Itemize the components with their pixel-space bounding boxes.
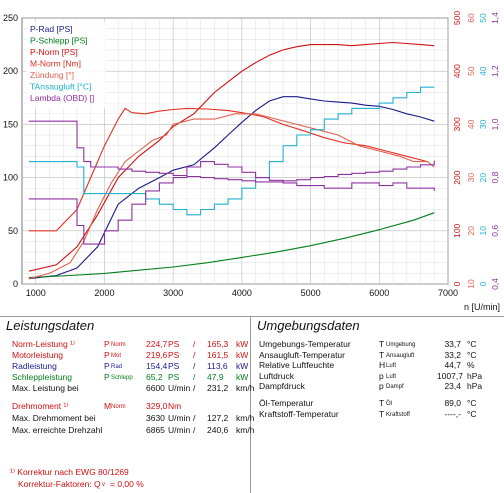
- series-line: [28, 107, 428, 232]
- y-tick-label-power: 200: [3, 66, 18, 76]
- y-tick-label-ignition: 50: [466, 66, 476, 76]
- y-tick-label-power: 0: [13, 279, 18, 289]
- legend: P-Rad [PS] P-Schlepp [PS]P-Norm [PS] M-Nor…: [30, 24, 94, 103]
- series-line: [28, 212, 435, 279]
- y-tick-label-ignition: 60: [466, 13, 476, 23]
- y-tick-label-temp: 20: [478, 173, 488, 183]
- x-axis: 1000 2000 3000 4000 5000 6000 7000: [26, 288, 458, 298]
- y-tick-label-temp: 0: [478, 281, 488, 286]
- performance-title: Leistungsdaten: [6, 318, 95, 333]
- legend-box: [26, 22, 106, 108]
- y-tick-label-power: 250: [3, 13, 18, 23]
- y-tick-label-ignition: 40: [466, 119, 476, 129]
- series-line: [28, 41, 435, 272]
- environment-title: Umgebungsdaten: [257, 318, 360, 333]
- environment-panel: Umgebungsdaten Umgebungs-Temperatur T 33,7…: [251, 316, 504, 493]
- y-tick-label-lambda: 0,6: [490, 225, 500, 237]
- x-tick-label: 4000: [232, 288, 252, 298]
- legend-entry: P-Schlepp [PS]: [30, 36, 88, 46]
- legend-entry: P-Norm [PS]: [30, 47, 78, 57]
- x-tick-label: 6000: [369, 288, 389, 298]
- x-tick-label: 3000: [163, 288, 183, 298]
- legend-entry: P-Rad [PS]: [30, 24, 73, 34]
- y-axes: 0501001502002500100200300400500102030405…: [3, 11, 500, 290]
- legend-entry: M-Norm [Nm]: [30, 59, 81, 69]
- y-tick-label-torque: 200: [452, 170, 462, 184]
- y-tick-label-temp: 50: [478, 13, 488, 23]
- y-tick-label-ignition: 30: [466, 173, 476, 183]
- y-tick-label-lambda: 1,0: [490, 118, 500, 130]
- series-line: [28, 120, 435, 183]
- x-axis-label: n [U/min]: [464, 302, 500, 312]
- y-tick-label-temp: 10: [478, 226, 488, 236]
- y-tick-label-torque: 300: [452, 117, 462, 131]
- y-tick-label-temp: 30: [478, 119, 488, 129]
- y-tick-label-lambda: 0,8: [490, 171, 500, 183]
- y-tick-label-torque: 100: [452, 223, 462, 237]
- y-tick-label-power: 50: [8, 226, 18, 236]
- y-tick-label-temp: 40: [478, 66, 488, 76]
- series-line: [28, 113, 435, 280]
- series-line: [28, 161, 435, 245]
- y-tick-label-power: 150: [3, 119, 18, 129]
- y-tick-label-lambda: 0,4: [490, 278, 500, 290]
- y-tick-label-lambda: 1,2: [490, 65, 500, 77]
- y-tick-label-torque: 500: [452, 11, 462, 25]
- y-tick-label-lambda: 1,4: [490, 12, 500, 24]
- series-lines: [28, 41, 435, 280]
- y-tick-label-ignition: 10: [466, 279, 476, 289]
- x-tick-label: 2000: [94, 288, 114, 298]
- y-tick-label-torque: 400: [452, 64, 462, 78]
- y-tick-label-power: 100: [3, 173, 18, 183]
- legend-entry: TAnsaugluft [°C]: [30, 82, 91, 92]
- performance-panel: Leistungsdaten Norm-Leistung ¹⁾ P 224,7 PS /…: [0, 316, 254, 493]
- y-tick-label-torque: 0: [452, 281, 462, 286]
- x-tick-label: 7000: [438, 288, 458, 298]
- dyno-chart: 1000 2000 3000 4000 5000 6000 7000 05010015020…: [3, 11, 500, 312]
- x-tick-label: 1000: [26, 288, 46, 298]
- legend-entry: Zündung [°]: [30, 70, 74, 80]
- y-tick-label-ignition: 20: [466, 226, 476, 236]
- series-line: [28, 96, 435, 280]
- x-tick-label: 5000: [301, 288, 321, 298]
- legend-entry: Lambda (OBD) []: [30, 93, 94, 103]
